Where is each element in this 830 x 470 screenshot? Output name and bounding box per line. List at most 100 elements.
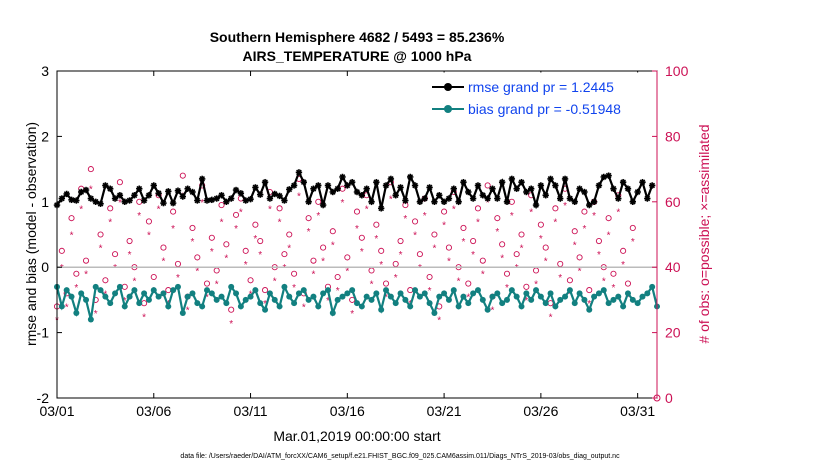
rmse-point (276, 192, 283, 200)
rmse-point (82, 186, 90, 194)
obs-assimilated-point: * (621, 260, 625, 271)
obs-assimilated-point: * (573, 240, 577, 251)
obs-assimilated-point: * (399, 250, 403, 261)
rmse-point (368, 198, 375, 205)
obs-possible-point (416, 251, 423, 258)
obs-assimilated-point: * (529, 208, 533, 219)
obs-assimilated-point: * (403, 214, 407, 225)
bias-point (194, 300, 201, 307)
obs-possible-point (291, 270, 298, 277)
y2-axis-label: # of obs: o=possible; ×=assimilated (696, 124, 712, 343)
rmse-point (73, 197, 80, 204)
bias-point (426, 300, 433, 307)
rmse-point (140, 197, 148, 204)
obs-assimilated-point: * (495, 227, 499, 238)
obs-assimilated-point: * (423, 211, 427, 222)
bias-point (605, 300, 612, 307)
bias-point (136, 300, 143, 307)
obs-possible-point (610, 270, 617, 277)
obs-possible-point (552, 205, 559, 212)
rmse-point (402, 197, 409, 204)
bias-point (97, 287, 104, 294)
rmse-point (121, 198, 128, 205)
obs-assimilated-point: * (452, 204, 456, 215)
rmse-point (344, 182, 351, 189)
bias-point (300, 287, 307, 294)
obs-possible-point (247, 277, 254, 284)
obs-assimilated-point: * (553, 217, 557, 228)
bias-point (358, 303, 365, 310)
bias-point (237, 303, 244, 310)
rmse-point (339, 173, 346, 181)
rmse-point (469, 195, 477, 202)
obs-assimilated-point: * (336, 286, 340, 297)
obs-assimilated-point: * (491, 306, 495, 317)
obs-possible-point (397, 237, 404, 245)
obs-assimilated-point: * (74, 283, 78, 294)
rmse-point (397, 184, 404, 191)
obs-possible-point (102, 277, 109, 284)
bias-point (600, 287, 607, 294)
obs-assimilated-point: * (365, 204, 369, 215)
obs-assimilated-point: * (287, 244, 291, 255)
obs-possible-point (479, 257, 486, 264)
obs-assimilated-point: * (384, 293, 388, 304)
obs-assimilated-point: * (515, 263, 519, 274)
obs-possible-point (503, 270, 511, 277)
bias-point (68, 293, 75, 300)
bias-point (291, 300, 298, 307)
obs-assimilated-point: * (510, 211, 514, 222)
bias-point (373, 290, 380, 297)
obs-possible-point (174, 260, 182, 267)
obs-possible-point (145, 218, 152, 225)
obs-assimilated-point: * (500, 253, 504, 264)
rmse-point (498, 178, 506, 186)
obs-possible-point (494, 215, 501, 222)
obs-possible-point (368, 267, 375, 274)
obs-assimilated-point: * (379, 260, 383, 271)
obs-assimilated-point: * (297, 191, 301, 202)
bias-point (455, 303, 462, 310)
obs-possible-point (344, 254, 351, 261)
right-axis: 0 20 40 60 80 100 (652, 63, 689, 406)
legend-rmse-marker (444, 83, 452, 91)
rmse-point (155, 190, 162, 197)
obs-assimilated-point: * (321, 257, 325, 268)
rmse-point (169, 199, 177, 207)
obs-assimilated-point: * (520, 244, 524, 255)
obs-assimilated-point: * (471, 250, 475, 261)
obs-assimilated-point: * (476, 217, 480, 228)
bias-point (392, 300, 399, 307)
rmse-point (557, 195, 564, 202)
obs-assimilated-point: * (200, 198, 204, 209)
obs-assimilated-point: * (442, 221, 446, 232)
bias-point (179, 309, 186, 316)
rmse-point (68, 196, 75, 204)
legend-bias-label: bias grand pr = -0.51948 (468, 101, 621, 117)
bias-point (184, 293, 191, 300)
obs-possible-point (73, 270, 80, 277)
obs-possible-point (242, 247, 249, 254)
y2-tick-label: 40 (665, 259, 681, 275)
rmse-point (547, 175, 554, 183)
obs-assimilated-point: * (597, 250, 601, 261)
bias-series (54, 283, 660, 323)
rmse-point (465, 188, 472, 196)
bias-point (324, 287, 331, 294)
rmse-point (605, 172, 612, 179)
obs-assimilated-point: * (234, 224, 238, 235)
rmse-point (532, 201, 540, 209)
rmse-point (624, 185, 632, 192)
bias-point (513, 293, 520, 300)
bias-point (610, 296, 617, 303)
obs-assimilated-point: * (563, 201, 567, 212)
obs-assimilated-point: * (461, 237, 465, 248)
obs-assimilated-point: * (253, 234, 257, 245)
obs-possible-point (165, 287, 172, 294)
obs-assimilated-point: * (466, 293, 470, 304)
bias-point (126, 293, 133, 300)
obs-possible-point (82, 257, 90, 264)
obs-assimilated-point: * (544, 257, 548, 268)
y-tick-label: -1 (37, 325, 50, 341)
bias-point (242, 296, 249, 303)
